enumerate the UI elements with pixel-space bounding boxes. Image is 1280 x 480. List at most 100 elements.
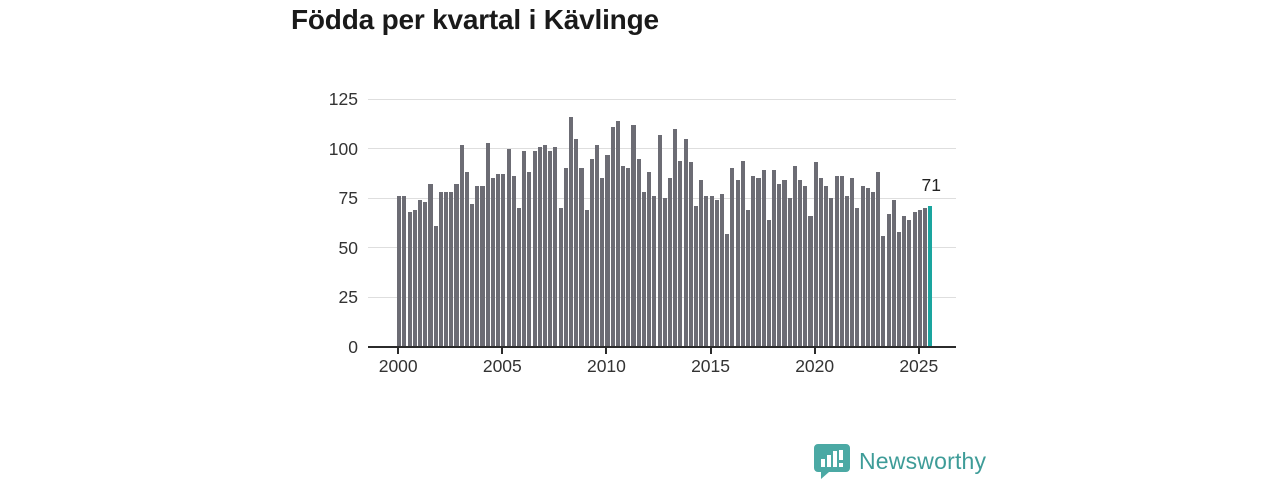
bar xyxy=(798,180,803,347)
bar xyxy=(662,198,667,347)
bar xyxy=(600,178,605,347)
bar xyxy=(589,158,594,347)
bar xyxy=(777,184,782,347)
bar xyxy=(683,138,688,347)
bar xyxy=(667,178,672,347)
bar xyxy=(714,200,719,347)
bar xyxy=(673,128,678,347)
x-axis-tick-label: 2020 xyxy=(795,356,835,376)
bar xyxy=(813,162,818,347)
bar xyxy=(480,186,485,347)
bar xyxy=(641,192,646,347)
x-axis-tick xyxy=(605,348,608,354)
x-axis-tick-label: 2010 xyxy=(586,356,626,376)
bar xyxy=(824,186,829,347)
bar xyxy=(626,168,631,347)
bar xyxy=(475,186,480,347)
bar xyxy=(896,231,902,347)
newsworthy-logo-icon xyxy=(813,443,851,479)
bar xyxy=(709,196,714,347)
bar xyxy=(917,210,922,347)
bar xyxy=(568,116,574,347)
bar xyxy=(464,172,469,347)
x-axis-line xyxy=(368,346,956,348)
gridline xyxy=(368,148,956,150)
x-axis-tick-label: 2000 xyxy=(378,356,418,376)
bar xyxy=(615,120,620,347)
gridline xyxy=(368,247,956,249)
newsworthy-logo[interactable]: Newsworthy xyxy=(813,443,986,479)
bar xyxy=(490,178,495,347)
bar xyxy=(678,160,683,347)
bar xyxy=(725,233,730,347)
bar xyxy=(818,178,823,347)
bar xyxy=(584,210,589,347)
x-axis-tick-label: 2025 xyxy=(899,356,939,376)
bar xyxy=(782,180,787,347)
bar xyxy=(418,200,423,347)
chart-title: Födda per kvartal i Kävlinge xyxy=(291,4,659,35)
bar xyxy=(595,144,600,347)
bar xyxy=(699,180,704,347)
bar xyxy=(485,142,490,347)
bar xyxy=(558,208,563,347)
bar xyxy=(412,210,417,347)
bar xyxy=(766,220,771,347)
bar xyxy=(907,220,912,347)
bar xyxy=(876,172,881,347)
highlighted-bar xyxy=(928,206,933,347)
bar xyxy=(693,206,699,347)
bar xyxy=(870,192,876,347)
bar xyxy=(792,166,797,347)
x-axis-tick xyxy=(709,348,712,354)
bar xyxy=(438,192,443,347)
x-axis-tick xyxy=(917,348,920,354)
gridline xyxy=(368,98,956,100)
bar xyxy=(902,216,907,347)
bar xyxy=(553,146,558,347)
bar xyxy=(496,174,501,347)
bar xyxy=(829,198,834,347)
bar xyxy=(751,176,756,347)
bar xyxy=(912,212,917,347)
bar xyxy=(787,198,792,347)
bar xyxy=(746,210,751,347)
bar xyxy=(402,196,407,347)
bar xyxy=(428,184,433,347)
bar xyxy=(459,144,464,347)
bar xyxy=(522,150,527,347)
bar xyxy=(761,170,766,347)
bar xyxy=(688,162,693,347)
x-axis-tick xyxy=(813,348,816,354)
bar xyxy=(506,148,511,347)
bar xyxy=(844,196,849,347)
bar xyxy=(516,208,522,347)
bar xyxy=(803,186,808,347)
bar xyxy=(865,188,870,347)
bar xyxy=(433,225,438,347)
bar xyxy=(808,216,813,347)
bar xyxy=(610,126,615,347)
bar xyxy=(719,194,725,347)
bar xyxy=(470,204,475,347)
y-axis-tick-label: 100 xyxy=(328,138,358,159)
bar xyxy=(834,176,839,347)
bar xyxy=(730,168,735,347)
bar xyxy=(605,154,610,347)
bar xyxy=(449,192,454,347)
bar xyxy=(444,192,449,347)
bar xyxy=(855,208,860,347)
bar xyxy=(860,186,865,347)
bar xyxy=(397,196,402,347)
bar xyxy=(740,160,745,347)
x-axis-tick-label: 2015 xyxy=(691,356,731,376)
y-axis-tick-label: 50 xyxy=(338,237,358,258)
y-axis-tick-label: 0 xyxy=(348,337,358,357)
bar xyxy=(756,178,761,347)
y-axis-tick-label: 75 xyxy=(338,188,358,209)
bar xyxy=(454,184,459,347)
bar xyxy=(563,168,568,347)
bar xyxy=(881,235,886,347)
bar xyxy=(886,214,891,347)
